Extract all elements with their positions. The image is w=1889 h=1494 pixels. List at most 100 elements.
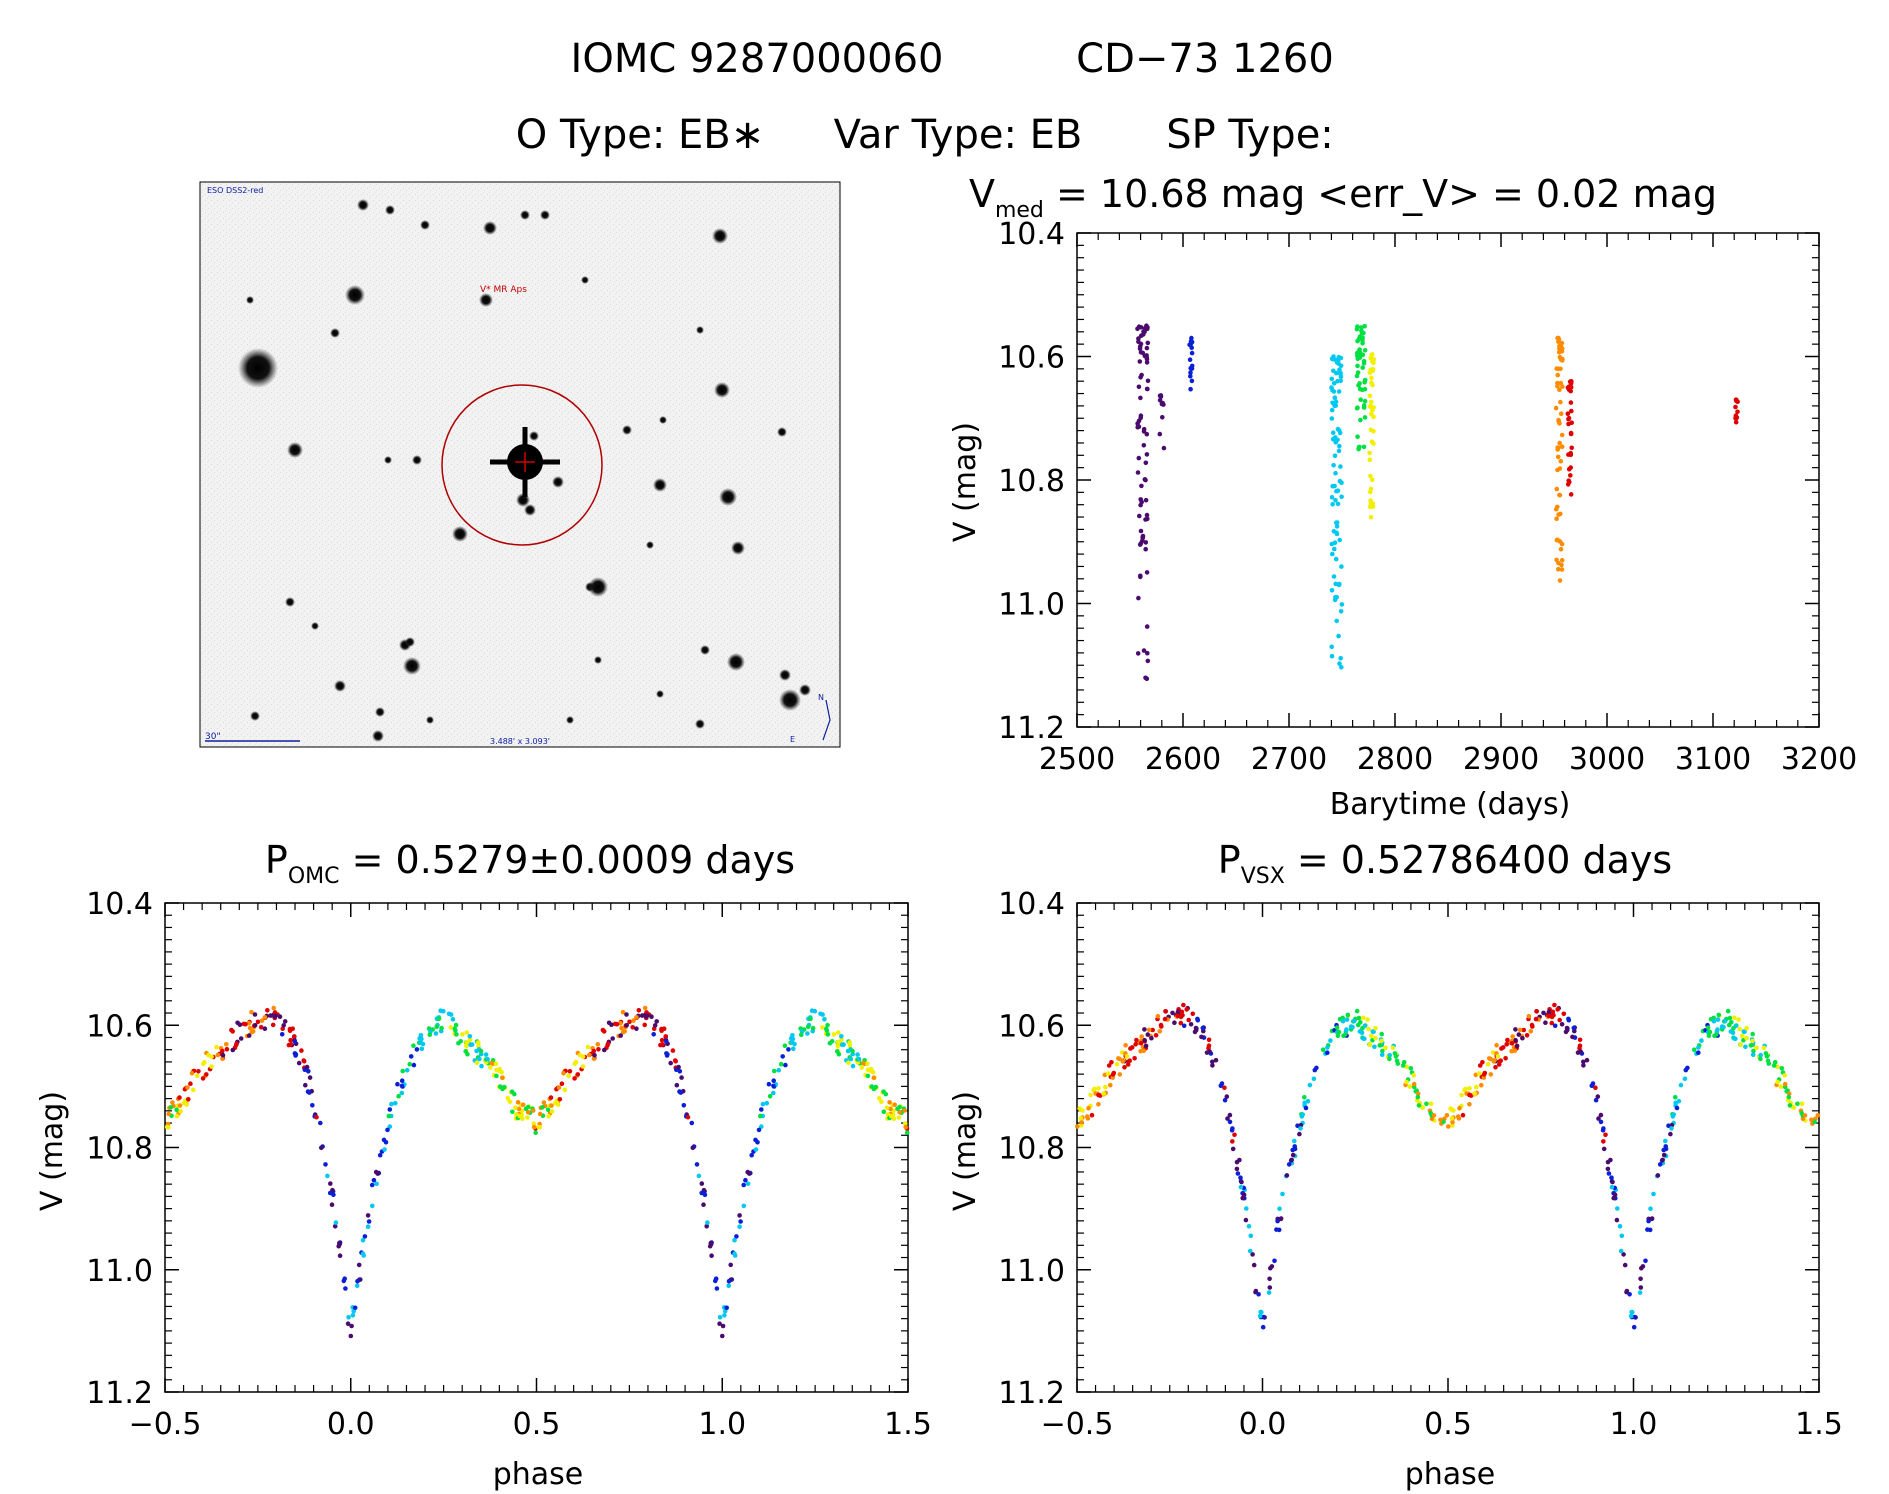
- data-point: [328, 1181, 333, 1186]
- data-point: [220, 1048, 225, 1054]
- data-point: [1141, 1048, 1147, 1053]
- data-point: [1336, 448, 1342, 454]
- y-tick-label: 11.0: [998, 1254, 1065, 1289]
- phase-omc-chart: POMC = 0.5279±0.0009 days −0.5 0.0 0.5 1.0 1…: [35, 838, 932, 1492]
- data-point: [856, 1056, 862, 1062]
- data-point: [1145, 378, 1151, 384]
- data-point: [246, 1020, 252, 1026]
- data-point: [327, 1190, 333, 1196]
- data-point: [627, 1019, 632, 1025]
- data-point: [1496, 1062, 1502, 1067]
- data-point: [1354, 1008, 1360, 1014]
- data-point: [271, 1005, 277, 1011]
- data-point: [1615, 1206, 1620, 1211]
- data-point: [1210, 1059, 1215, 1065]
- data-point: [877, 1096, 882, 1101]
- data-point: [287, 1026, 293, 1032]
- plot-frame: [1076, 902, 1820, 1393]
- data-point: [618, 1033, 623, 1038]
- data-point: [1370, 367, 1376, 372]
- data-point: [782, 1043, 788, 1048]
- data-point: [591, 1048, 597, 1054]
- data-point: [694, 1162, 700, 1167]
- data-point: [1467, 1102, 1472, 1107]
- data-point: [884, 1105, 890, 1110]
- data-point: [1530, 1024, 1535, 1029]
- phase-vsx-xlabel: phase: [1405, 1457, 1496, 1492]
- data-point: [303, 1082, 308, 1088]
- data-point: [1657, 1162, 1663, 1167]
- data-point: [1740, 1033, 1745, 1039]
- data-point: [664, 1051, 669, 1056]
- finder-star: [420, 220, 430, 230]
- data-point: [758, 1113, 763, 1119]
- data-point: [1142, 329, 1147, 335]
- data-point: [1138, 528, 1144, 534]
- data-point: [385, 1127, 390, 1133]
- data-point: [1614, 1217, 1620, 1223]
- data-point: [1558, 366, 1563, 372]
- data-point: [531, 1121, 537, 1126]
- data-point: [1748, 1043, 1754, 1048]
- data-point: [1558, 357, 1564, 362]
- x-tick-label: 1.0: [698, 1407, 746, 1442]
- data-point: [1500, 1045, 1506, 1050]
- data-point: [1559, 567, 1565, 572]
- data-point: [1606, 1171, 1612, 1176]
- data-point: [1144, 323, 1149, 329]
- data-point: [1335, 488, 1341, 494]
- data-point: [652, 1023, 658, 1028]
- data-point: [896, 1115, 902, 1120]
- data-point: [1227, 1112, 1233, 1118]
- data-point: [644, 1013, 650, 1018]
- data-point: [1355, 353, 1360, 359]
- data-point: [1517, 1027, 1523, 1033]
- data-point: [1108, 1082, 1113, 1088]
- data-point: [1361, 444, 1367, 450]
- data-point: [494, 1067, 499, 1073]
- finder-star: [622, 425, 632, 435]
- data-point: [1260, 1324, 1266, 1330]
- data-point: [350, 1313, 356, 1318]
- data-point: [732, 1237, 737, 1243]
- data-point: [805, 1024, 811, 1030]
- data-point: [724, 1305, 729, 1311]
- data-point: [166, 1111, 171, 1117]
- data-point: [1557, 1017, 1562, 1023]
- phase-omc-axes: −0.5 0.0 0.5 1.0 1.5 10.4 10.6 10.8 11.0 11.2: [86, 887, 932, 1442]
- data-point: [1329, 416, 1335, 421]
- data-point: [393, 1100, 398, 1106]
- data-point: [1329, 644, 1334, 650]
- data-point: [433, 1031, 439, 1036]
- finder-star: [779, 669, 791, 681]
- data-point: [1520, 1035, 1525, 1041]
- data-point: [634, 1015, 639, 1020]
- data-point: [1136, 384, 1142, 390]
- data-point: [1367, 393, 1373, 399]
- data-point: [764, 1100, 770, 1106]
- x-tick-label: 3100: [1675, 742, 1751, 777]
- finder-star: [700, 645, 710, 655]
- data-point: [1661, 1152, 1667, 1158]
- data-point: [610, 1036, 615, 1041]
- data-point: [189, 1071, 195, 1076]
- data-point: [1424, 1101, 1429, 1107]
- data-point: [892, 1102, 897, 1108]
- data-point: [556, 1085, 562, 1090]
- data-point: [1335, 501, 1341, 507]
- data-point: [1737, 1026, 1742, 1032]
- data-point: [509, 1089, 515, 1094]
- data-point: [1155, 1013, 1161, 1019]
- data-point: [513, 1105, 518, 1110]
- data-point: [1127, 1058, 1132, 1063]
- data-point: [659, 1026, 664, 1032]
- data-point: [1666, 1123, 1671, 1128]
- phase-omc-ylabel: V (mag): [35, 1091, 70, 1211]
- data-point: [1241, 1192, 1247, 1197]
- data-point: [419, 1046, 425, 1052]
- data-point: [1775, 1079, 1780, 1085]
- data-point: [1408, 1066, 1414, 1071]
- data-point: [760, 1101, 766, 1107]
- data-point: [1612, 1192, 1618, 1197]
- data-point: [448, 1025, 454, 1030]
